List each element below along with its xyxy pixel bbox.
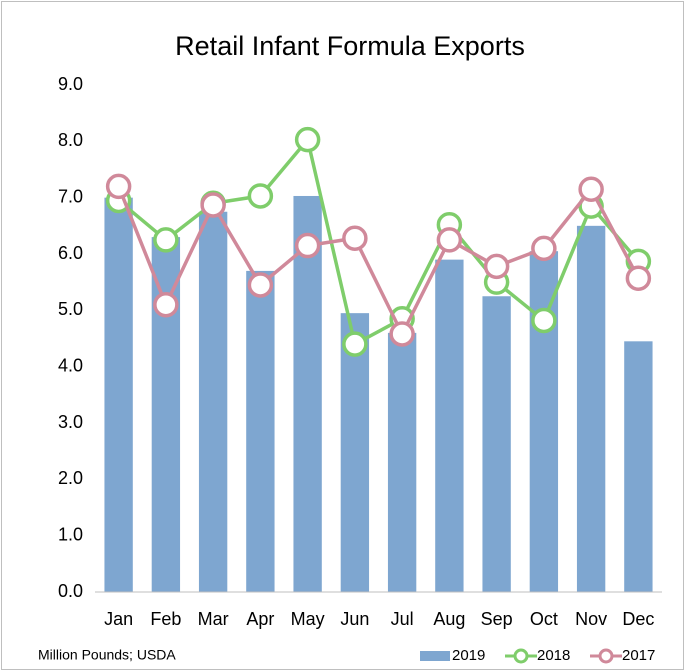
legend-label: 2017 (622, 647, 655, 664)
marker (105, 173, 132, 200)
x-tick-label: Feb (150, 609, 181, 629)
bar (151, 237, 181, 592)
x-tick-label: May (291, 609, 325, 629)
x-tick-label: Dec (622, 609, 654, 629)
legend-swatch (420, 651, 450, 661)
bar (387, 332, 417, 592)
annotation: Million Pounds; USDA (38, 647, 176, 663)
legend-label: 2018 (537, 647, 570, 664)
y-tick-label: 0.0 (58, 581, 83, 601)
x-tick-label: Jan (104, 609, 133, 629)
legend-label: 2019 (452, 647, 485, 664)
marker (531, 307, 557, 334)
marker (247, 183, 274, 209)
chart-title: Retail Infant Formula Exports (175, 31, 525, 61)
bar (529, 251, 559, 592)
y-tick-label: 2.0 (58, 468, 83, 488)
x-tick-label: Apr (246, 609, 274, 629)
x-tick-label: Jun (340, 609, 369, 629)
marker (578, 176, 604, 202)
x-tick-label: Aug (433, 609, 465, 629)
y-tick-label: 3.0 (58, 412, 83, 432)
x-tick-label: Mar (198, 609, 229, 629)
y-tick-label: 1.0 (58, 524, 83, 544)
bar (482, 296, 511, 592)
x-tick-label: Nov (575, 609, 607, 629)
bar (435, 259, 464, 592)
marker (342, 225, 368, 251)
bar (246, 270, 275, 592)
marker (200, 192, 226, 218)
marker (389, 321, 415, 347)
marker (294, 232, 321, 259)
marker (153, 227, 179, 253)
bar (624, 341, 653, 592)
y-tick-label: 7.0 (58, 186, 83, 206)
marker (294, 126, 321, 153)
legend-swatch (598, 648, 614, 664)
bar (340, 313, 370, 592)
y-tick-label: 8.0 (58, 130, 83, 150)
y-tick-label: 6.0 (58, 243, 83, 263)
marker (247, 272, 274, 298)
marker (436, 227, 463, 253)
x-tick-label: Jul (391, 609, 414, 629)
y-tick-label: 9.0 (58, 74, 83, 94)
marker (625, 265, 652, 291)
y-tick-label: 5.0 (58, 299, 83, 319)
marker (342, 331, 368, 357)
marker (531, 235, 557, 262)
y-tick-label: 4.0 (58, 355, 83, 375)
marker (483, 253, 510, 280)
bar (293, 195, 322, 592)
bar (576, 225, 606, 593)
marker (153, 291, 179, 318)
x-tick-label: Sep (481, 609, 513, 629)
x-tick-label: Oct (530, 609, 558, 629)
bar (198, 211, 228, 592)
bar (104, 197, 133, 592)
legend-swatch (513, 648, 529, 664)
